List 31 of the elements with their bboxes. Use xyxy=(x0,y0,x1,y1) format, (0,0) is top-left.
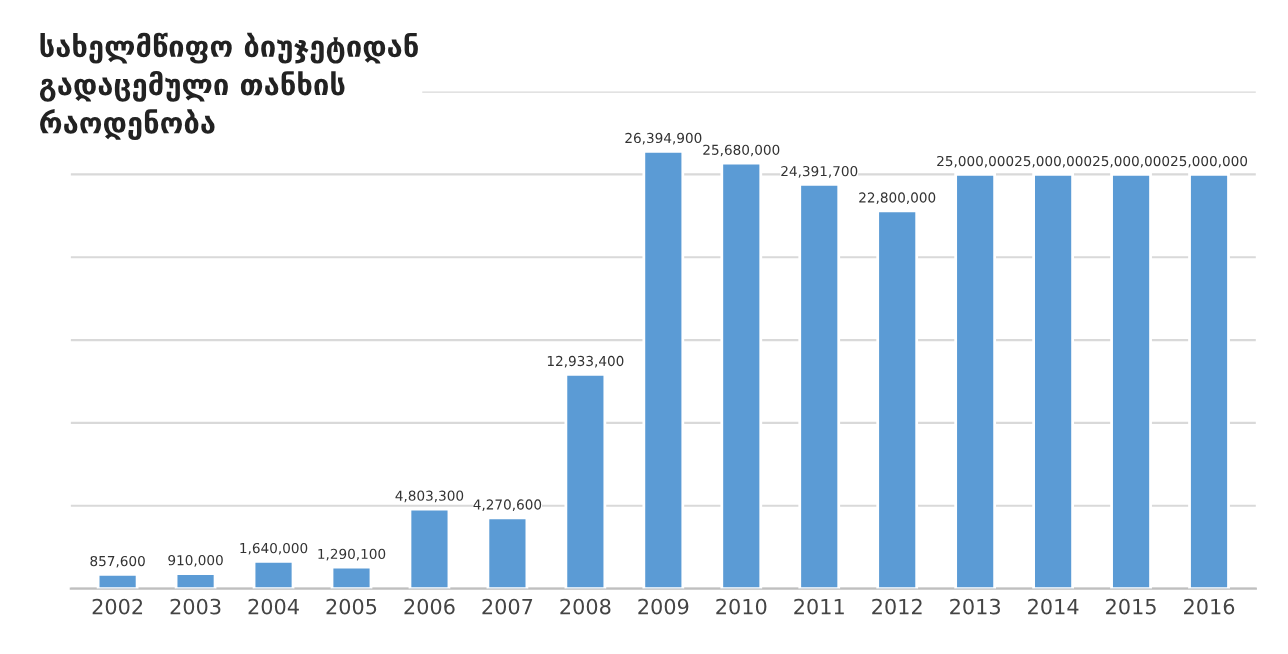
bar xyxy=(330,565,373,589)
x-tick-label: 2016 xyxy=(1184,598,1235,615)
x-tick-label: 2005 xyxy=(326,598,377,615)
x-tick-label: 2009 xyxy=(638,598,689,615)
x-tick-label: 2003 xyxy=(170,598,221,615)
x-tick-label: 2010 xyxy=(716,598,767,615)
bar xyxy=(174,572,217,589)
bar xyxy=(96,573,139,589)
bar xyxy=(486,516,529,589)
x-tick-label: 2014 xyxy=(1028,598,1079,615)
bar xyxy=(954,173,997,589)
x-tick-label: 2006 xyxy=(404,598,455,615)
bar xyxy=(1032,173,1074,589)
x-tick-label: 2004 xyxy=(248,598,299,615)
bar xyxy=(720,161,763,589)
bar xyxy=(564,372,607,589)
chart-title: სახელმწიფო ბიუჯეტიდან გადაცემული თანხის რაოდენობა xyxy=(39,32,418,141)
bar xyxy=(1188,173,1230,589)
bar xyxy=(252,560,295,589)
x-tick-label: 2011 xyxy=(794,598,844,615)
bar xyxy=(798,183,841,589)
x-tick-label: 2013 xyxy=(950,598,1000,615)
x-tick-label: 2007 xyxy=(482,598,533,615)
x-tick-label: 2015 xyxy=(1106,598,1156,615)
x-tick-label: 2002 xyxy=(92,598,143,615)
bar xyxy=(642,149,685,589)
bar xyxy=(876,209,919,589)
x-tick-label: 2008 xyxy=(560,598,611,615)
bar xyxy=(408,507,451,589)
bar xyxy=(1110,173,1152,589)
x-tick-label: 2012 xyxy=(872,598,922,615)
